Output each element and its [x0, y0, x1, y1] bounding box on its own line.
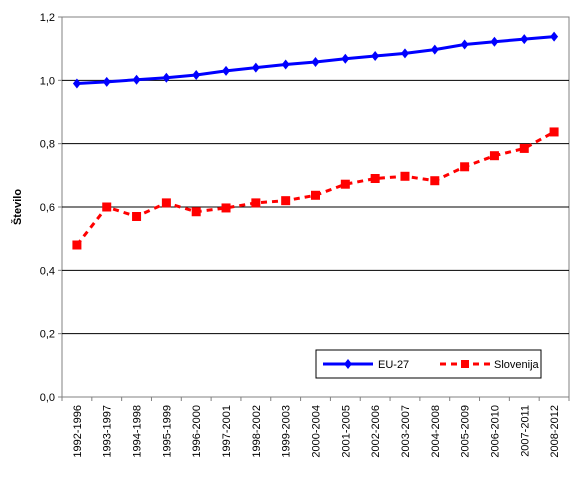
- data-point-slovenija: [281, 196, 291, 206]
- data-point-eu27: [371, 50, 380, 61]
- data-point-slovenija: [72, 240, 82, 250]
- x-tick-label: 2007-2011: [519, 405, 531, 457]
- data-point-slovenija: [489, 151, 499, 161]
- y-tick-label: 0,8: [40, 139, 55, 151]
- x-tick-label: 1995-1999: [161, 405, 173, 458]
- x-tick-label: 1998-2002: [251, 405, 263, 458]
- x-tick-label: 2001-2005: [340, 405, 352, 458]
- y-axis-label: Število: [11, 189, 24, 225]
- data-point-slovenija: [102, 202, 112, 212]
- y-tick-label: 0,0: [40, 392, 55, 404]
- x-tick-label: 1997-2001: [221, 405, 233, 458]
- data-point-eu27: [400, 48, 409, 59]
- data-point-eu27: [281, 59, 290, 70]
- data-point-eu27: [490, 36, 499, 47]
- data-point-slovenija: [251, 198, 261, 208]
- legend: EU-27 Slovenija: [315, 349, 542, 379]
- data-point-slovenija: [340, 179, 350, 189]
- data-point-eu27: [162, 72, 171, 83]
- data-point-eu27: [341, 53, 350, 64]
- data-point-slovenija: [132, 212, 142, 221]
- data-point-slovenija: [400, 171, 410, 181]
- data-point-slovenija: [370, 174, 380, 183]
- x-tick-label: 2005-2009: [460, 405, 472, 458]
- y-axis-ticks: 0,0 0,2 0,4 0,6 0,8 1,0 1,2: [40, 12, 62, 404]
- data-point-eu27: [192, 69, 201, 80]
- x-tick-label: 2000-2004: [311, 405, 323, 458]
- data-point-eu27: [430, 44, 439, 55]
- y-tick-label: 1,2: [40, 12, 55, 24]
- x-axis-ticks: 1992-1996 1993-1997 1994-1998 1995-1999 1996…: [61, 397, 570, 458]
- x-tick-label: 2004-2008: [430, 405, 442, 458]
- y-tick-label: 0,2: [40, 329, 55, 341]
- data-point-eu27: [311, 56, 320, 67]
- data-point-eu27: [251, 62, 260, 73]
- data-point-eu27: [132, 74, 141, 85]
- legend-label-slovenija: Slovenija: [494, 359, 540, 371]
- y-tick-label: 0,6: [40, 202, 55, 214]
- data-point-slovenija: [161, 198, 171, 208]
- data-point-slovenija: [460, 162, 470, 172]
- x-tick-label: 1999-2003: [281, 405, 293, 458]
- data-point-eu27: [222, 65, 231, 76]
- x-tick-label: 1993-1997: [102, 405, 114, 458]
- x-tick-label: 1994-1998: [132, 405, 144, 458]
- data-point-eu27: [72, 78, 81, 89]
- x-tick-label: 1992-1996: [72, 405, 84, 458]
- data-point-slovenija: [221, 203, 231, 213]
- x-tick-label: 2006-2010: [489, 405, 501, 458]
- legend-marker-eu27: [344, 359, 352, 369]
- data-point-eu27: [520, 34, 529, 45]
- data-point-slovenija: [519, 143, 529, 153]
- data-point-slovenija: [311, 190, 320, 200]
- data-point-eu27: [550, 31, 559, 42]
- x-tick-label: 2003-2007: [400, 405, 412, 458]
- data-point-slovenija: [430, 176, 440, 186]
- legend-label-eu27: EU-27: [378, 359, 409, 371]
- data-point-eu27: [102, 76, 111, 87]
- series-group: [72, 31, 559, 250]
- x-tick-label: 2008-2012: [549, 405, 561, 458]
- data-point-slovenija: [191, 207, 201, 217]
- y-tick-label: 0,4: [40, 265, 55, 277]
- x-tick-label: 2002-2006: [370, 405, 382, 458]
- x-tick-label: 1996-2000: [191, 405, 203, 458]
- legend-marker-slovenija: [461, 360, 469, 368]
- data-point-slovenija: [549, 127, 559, 137]
- data-point-eu27: [460, 39, 469, 50]
- y-tick-label: 1,0: [40, 75, 55, 87]
